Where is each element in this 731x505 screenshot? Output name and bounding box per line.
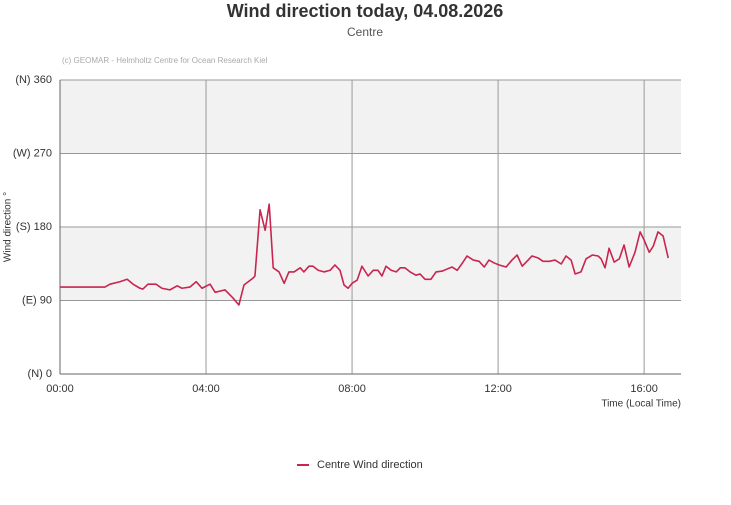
- y-axis-label: Wind direction °: [3, 192, 14, 262]
- y-tick-label: (N) 360: [15, 74, 52, 86]
- data-line: [60, 203, 670, 306]
- credit: (c) GEOMAR - Helmholtz Centre for Ocean …: [62, 56, 268, 65]
- x-tick-label: 04:00: [192, 383, 220, 395]
- y-tick-label: (N) 0: [28, 368, 52, 380]
- x-axis-label: Time (Local Time): [601, 399, 681, 410]
- chart-title: Wind direction today, 04.08.2026: [227, 1, 504, 21]
- x-tick-label: 12:00: [484, 383, 512, 395]
- y-tick-label: (W) 270: [13, 147, 52, 159]
- x-tick-label: 08:00: [338, 383, 366, 395]
- plot-band: [60, 80, 681, 154]
- x-tick-label: 16:00: [630, 383, 658, 395]
- plot-band: [60, 227, 681, 301]
- y-tick-label: (E) 90: [22, 294, 52, 306]
- y-tick-label: (S) 180: [16, 221, 52, 233]
- x-tick-label: 00:00: [46, 383, 74, 395]
- legend-label: Centre Wind direction: [317, 459, 423, 471]
- chart-subtitle: Centre: [347, 25, 383, 39]
